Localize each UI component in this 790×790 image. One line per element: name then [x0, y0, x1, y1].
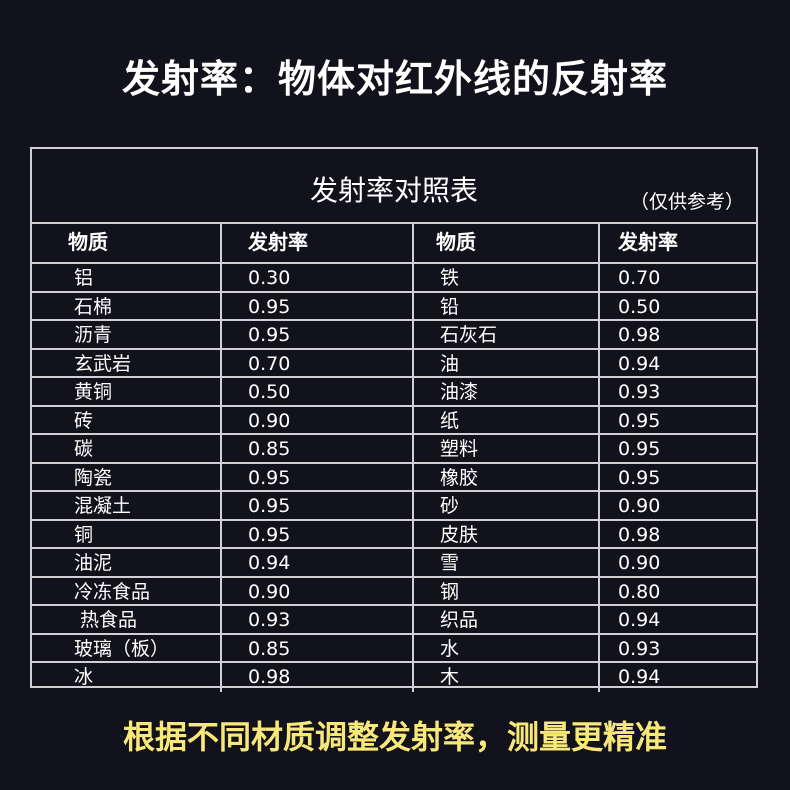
table-caption: 发射率对照表: [309, 174, 478, 207]
table-row: 铜 0.95 皮肤 0.98: [32, 520, 756, 549]
table-row: 陶瓷 0.95 橡胶 0.95: [32, 463, 756, 492]
material-cell: 钢: [414, 577, 600, 604]
table-row: 石棉 0.95 铅 0.50: [32, 292, 756, 321]
emissivity-cell: 0.85: [222, 435, 414, 462]
material-cell: 砂: [414, 492, 600, 519]
material-cell: 铝: [32, 264, 222, 291]
emissivity-cell: 0.95: [222, 292, 414, 319]
table-caption-row: 发射率对照表 （仅供参考）: [32, 149, 756, 224]
material-cell: 雪: [414, 549, 600, 576]
material-cell: 织品: [414, 606, 600, 633]
table-row: 碳 0.85 塑料 0.95: [32, 435, 756, 464]
material-cell: 混凝土: [32, 492, 222, 519]
table-row: 冷冻食品 0.90 钢 0.80: [32, 577, 756, 606]
table-grid: 物质 发射率 物质 发射率 铝 0.30 铁 0.70 石棉 0.95 铅 0.50 沥青 0.9…: [32, 224, 756, 692]
emissivity-cell: 0.70: [618, 267, 661, 289]
emissivity-cell: 0.90: [618, 495, 661, 517]
emissivity-cell: 0.93: [618, 637, 661, 660]
footer-slogan: 根据不同材质调整发射率，测量更精准: [122, 718, 667, 756]
material-cell: 纸: [414, 406, 600, 433]
emissivity-cell: 0.94: [222, 549, 414, 576]
material-cell: 碳: [32, 435, 222, 462]
material-cell: 油: [414, 349, 600, 376]
emissivity-cell: 0.95: [222, 520, 414, 547]
material-cell: 铁: [414, 264, 600, 291]
emissivity-cell: 0.50: [618, 295, 661, 318]
material-cell: 砖: [32, 406, 222, 433]
material-cell: 石棉: [32, 292, 222, 319]
table-row: 铝 0.30 铁 0.70: [32, 264, 756, 293]
material-cell: 油漆: [414, 378, 600, 405]
header-material-right: 物质: [414, 224, 600, 262]
material-cell: 铜: [32, 520, 222, 547]
emissivity-cell: 0.90: [618, 552, 661, 574]
table-header-row: 物质 发射率 物质 发射率: [32, 224, 756, 264]
table-row: 沥青 0.95 石灰石 0.98: [32, 321, 756, 350]
table-row: 黄铜 0.50 油漆 0.93: [32, 378, 756, 407]
header-emissivity-left: 发射率: [222, 224, 414, 262]
table-row: 油泥 0.94 雪 0.90: [32, 549, 756, 578]
material-cell: 油泥: [32, 549, 222, 576]
material-cell: 沥青: [32, 321, 222, 348]
table-row: 玄武岩 0.70 油 0.94: [32, 349, 756, 378]
material-cell: 玻璃（板）: [32, 634, 222, 661]
table-row: 砖 0.90 纸 0.95: [32, 406, 756, 435]
emissivity-cell: 0.50: [222, 378, 414, 405]
emissivity-cell: 0.94: [618, 352, 661, 375]
emissivity-cell: 0.95: [618, 409, 661, 432]
reference-note: （仅供参考）: [629, 191, 744, 213]
material-cell: 冰: [32, 663, 222, 692]
emissivity-cell: 0.98: [618, 324, 661, 346]
header-emissivity-right: 发射率: [618, 230, 678, 254]
emissivity-cell: 0.98: [618, 523, 661, 546]
emissivity-cell: 0.70: [222, 349, 414, 376]
emissivity-cell: 0.95: [618, 466, 661, 489]
emissivity-cell: 0.94: [618, 609, 661, 631]
emissivity-cell: 0.98: [222, 663, 414, 692]
emissivity-cell: 0.90: [222, 406, 414, 433]
table-row: 热食品 0.93 织品 0.94: [32, 606, 756, 635]
page-title: 发射率：物体对红外线的反射率: [121, 57, 668, 101]
material-cell: 水: [414, 634, 600, 661]
emissivity-cell: 0.95: [222, 463, 414, 490]
header-material-left: 物质: [32, 224, 222, 262]
material-cell: 冷冻食品: [32, 577, 222, 604]
emissivity-cell: 0.95: [222, 321, 414, 348]
material-cell: 木: [414, 663, 600, 692]
emissivity-cell: 0.30: [222, 264, 414, 291]
material-cell: 塑料: [414, 435, 600, 462]
emissivity-cell: 0.90: [222, 577, 414, 604]
emissivity-cell: 0.95: [618, 438, 661, 460]
emissivity-cell: 0.93: [222, 606, 414, 633]
material-cell: 陶瓷: [32, 463, 222, 490]
emissivity-cell: 0.93: [618, 381, 661, 403]
emissivity-cell: 0.95: [222, 492, 414, 519]
material-cell: 黄铜: [32, 378, 222, 405]
table-row: 冰 0.98 木 0.94: [32, 663, 756, 692]
emissivity-cell: 0.94: [618, 666, 661, 688]
material-cell: 石灰石: [414, 321, 600, 348]
material-cell: 橡胶: [414, 463, 600, 490]
table-row: 玻璃（板） 0.85 水 0.93: [32, 634, 756, 663]
material-cell: 铅: [414, 292, 600, 319]
emissivity-table: 发射率对照表 （仅供参考） 物质 发射率 物质 发射率 铝 0.30 铁 0.70 石棉…: [30, 147, 758, 692]
material-cell: 玄武岩: [32, 349, 222, 376]
material-cell: 热食品: [32, 606, 222, 633]
table-row: 混凝土 0.95 砂 0.90: [32, 492, 756, 521]
emissivity-cell: 0.85: [222, 634, 414, 661]
emissivity-cell: 0.80: [618, 580, 661, 603]
material-cell: 皮肤: [414, 520, 600, 547]
